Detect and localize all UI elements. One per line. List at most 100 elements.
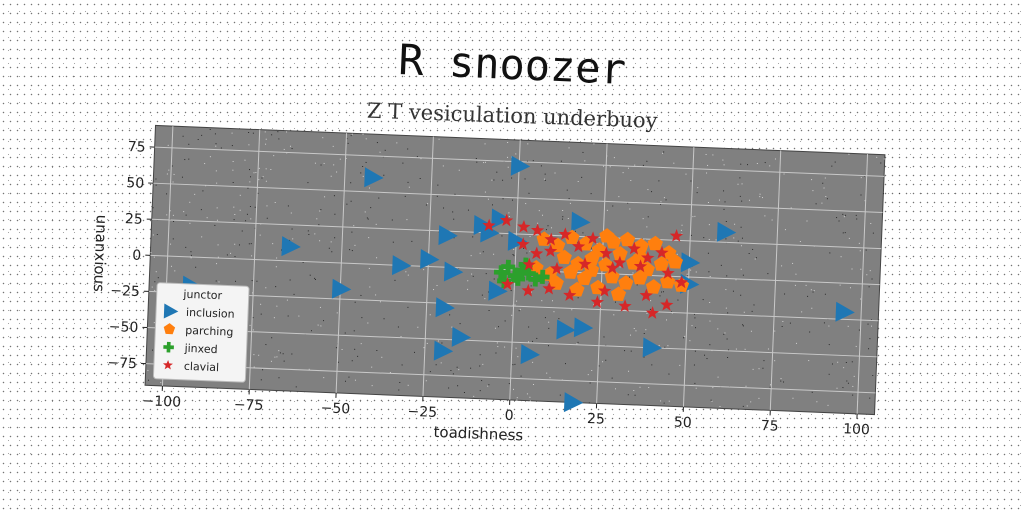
point-parching (610, 286, 627, 302)
x-tick-label: 75 (760, 418, 778, 435)
point-jinxed (493, 265, 509, 280)
y-tick-label: −50 (109, 319, 139, 336)
point-clavial (563, 288, 577, 302)
point-clavial (586, 231, 600, 245)
x-tick-label: −75 (234, 397, 264, 414)
point-parching (645, 279, 662, 294)
point-clavial (529, 246, 544, 260)
point-inclusion (563, 392, 584, 413)
legend-label-jinxed: jinxed (183, 342, 218, 356)
y-tick-label: 75 (127, 139, 145, 156)
point-parching (660, 273, 676, 289)
point-parching (550, 237, 566, 253)
grid-line-y (147, 327, 877, 358)
point-inclusion (642, 337, 663, 358)
point-clavial (482, 218, 496, 232)
x-tick-label: −50 (320, 400, 350, 417)
grid-line-y (145, 363, 876, 394)
point-inclusion (716, 221, 737, 242)
point-clavial (598, 283, 612, 297)
point-inclusion (433, 340, 454, 361)
point-jinxed (511, 271, 526, 286)
x-tick-label: −100 (142, 393, 181, 411)
point-inclusion (480, 222, 500, 243)
point-inclusion (435, 297, 455, 318)
point-clavial (542, 281, 556, 295)
series-inclusion (182, 155, 855, 413)
grid-line-y (151, 218, 882, 250)
point-parching (618, 275, 634, 290)
point-jinxed (521, 266, 536, 281)
point-clavial (633, 259, 648, 273)
y-tick-label: −75 (107, 355, 137, 372)
point-parching (620, 231, 636, 247)
y-tick-label: 0 (132, 248, 142, 264)
point-inclusion (507, 230, 528, 251)
point-clavial (530, 223, 545, 237)
legend-marker-jinxed (163, 341, 174, 353)
point-jinxed (528, 272, 543, 287)
point-clavial (558, 227, 572, 241)
legend-box (152, 282, 250, 383)
plot-area: −100 −75 −50 −25 0 25 50 75 100 75 50 25 0 −25 −50 −75 t… (90, 124, 886, 445)
point-clavial (516, 237, 530, 251)
point-clavial (543, 244, 558, 257)
x-tick-label: 0 (504, 408, 514, 424)
point-clavial (645, 306, 660, 319)
point-parching (667, 254, 684, 269)
y-tick-label: 50 (126, 175, 144, 192)
point-jinxed (501, 259, 516, 274)
point-parching (584, 262, 600, 277)
y-axis-label: unanxious (90, 214, 111, 292)
point-parching (647, 235, 663, 251)
point-inclusion (281, 236, 301, 257)
legend-label-clavial: clavial (184, 360, 220, 374)
point-parching (612, 246, 628, 261)
point-jinxed (535, 269, 550, 284)
x-tick-label: 100 (843, 421, 870, 438)
point-inclusion (391, 255, 412, 276)
grid-line-y (153, 182, 883, 213)
point-clavial (544, 232, 558, 246)
legend-label-inclusion: inclusion (186, 306, 235, 321)
point-inclusion (488, 280, 508, 301)
legend-label-parching: parching (185, 324, 234, 339)
point-inclusion (364, 167, 384, 188)
legend-marker-parching (163, 323, 176, 335)
point-clavial (627, 241, 641, 255)
point-clavial (639, 288, 653, 302)
point-clavial (605, 261, 620, 274)
point-clavial (522, 257, 536, 271)
x-axis-label: toadishness (433, 423, 523, 445)
point-clavial (578, 257, 592, 270)
series-clavial (482, 213, 689, 319)
point-inclusion (331, 278, 352, 299)
point-jinxed (507, 268, 522, 283)
point-clavial (590, 295, 604, 309)
series-parching (528, 228, 690, 302)
point-clavial (660, 298, 674, 311)
y-tick-label: 25 (125, 211, 143, 228)
x-tick-label: 50 (674, 415, 692, 432)
point-jinxed (497, 274, 512, 289)
point-jinxed (514, 263, 530, 278)
point-inclusion (556, 319, 576, 340)
point-clavial (521, 283, 535, 297)
point-parching (548, 275, 564, 290)
point-parching (599, 228, 615, 243)
legend: junctor inclusion parching jinxed clavial (152, 282, 250, 383)
point-parching (563, 264, 579, 279)
y-tick-label: −25 (110, 283, 140, 300)
point-inclusion (420, 248, 440, 269)
point-clavial (669, 229, 684, 242)
point-inclusion (571, 211, 591, 232)
point-clavial (661, 266, 675, 280)
point-clavial (641, 251, 655, 264)
point-clavial (517, 220, 531, 233)
point-parching (556, 249, 572, 265)
x-tick-label: −25 (407, 404, 437, 421)
point-clavial (655, 245, 669, 259)
point-inclusion (451, 326, 472, 347)
point-clavial (550, 261, 564, 275)
